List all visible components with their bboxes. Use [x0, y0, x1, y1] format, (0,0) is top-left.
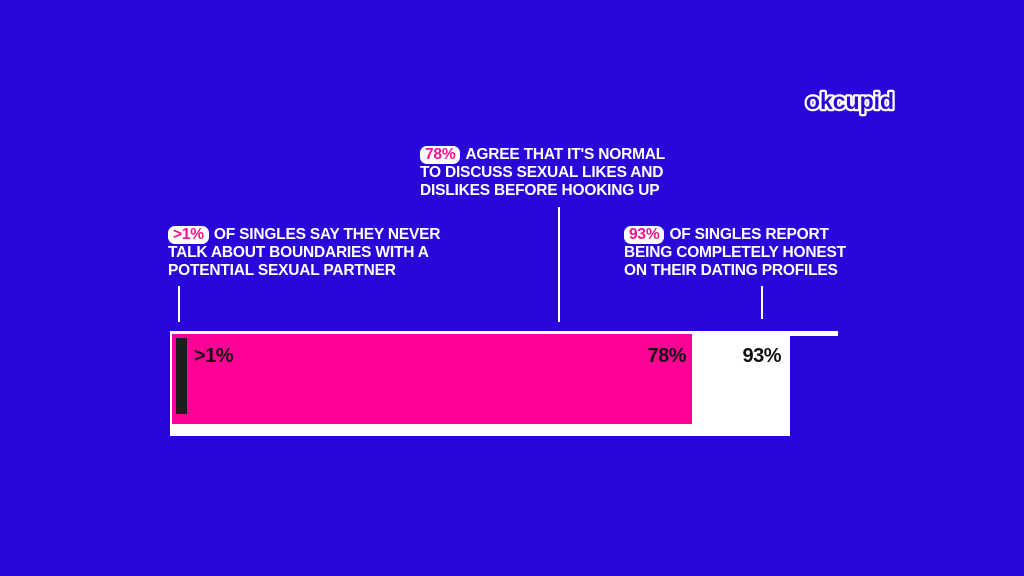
stat-pill-1pct: >1%: [168, 226, 209, 244]
bar-value-label-1pct: >1%: [194, 345, 234, 367]
bar-boundaries-1pct: [176, 338, 187, 414]
annotation-text: ON THEIR DATING PROFILES: [624, 262, 838, 279]
bar-hookup-78: [172, 334, 692, 424]
annotation-text: BEING COMPLETELY HONEST: [624, 244, 846, 261]
okcupid-logo-text: okcupid: [806, 88, 894, 114]
stat-pill-78: 78%: [420, 146, 461, 164]
annotation-text: POTENTIAL SEXUAL PARTNER: [168, 262, 396, 279]
annotation-text: OF SINGLES REPORT: [669, 226, 829, 243]
bar-value-label-93: 93%: [742, 345, 781, 367]
annotation-text: OF SINGLES SAY THEY NEVER: [213, 226, 441, 243]
connector-line-honest: [761, 286, 763, 319]
annotation-honest-93: 93% OF SINGLES REPORT BEING COMPLETELY HO…: [624, 226, 846, 280]
connector-line-boundaries: [178, 286, 180, 322]
annotation-hookup-78: 78% AGREE THAT IT'S NORMAL TO DISCUSS SEX…: [420, 146, 665, 200]
connector-line-hookup: [558, 207, 560, 322]
annotation-boundaries-1pct: >1% OF SINGLES SAY THEY NEVER TALK ABOUT …: [168, 226, 440, 280]
annotation-text: TALK ABOUT BOUNDARIES WITH A: [168, 244, 429, 261]
annotation-line: 78% AGREE THAT IT'S NORMAL: [420, 146, 665, 164]
stat-pill-93: 93%: [624, 226, 665, 244]
annotation-text: AGREE THAT IT'S NORMAL: [465, 146, 666, 163]
okcupid-logo: okcupid: [804, 86, 897, 117]
annotation-text: DISLIKES BEFORE HOOKING UP: [420, 182, 660, 199]
annotation-line: >1% OF SINGLES SAY THEY NEVER: [168, 226, 440, 244]
annotation-line: 93% OF SINGLES REPORT: [624, 226, 846, 244]
annotation-text: TO DISCUSS SEXUAL LIKES AND: [420, 164, 664, 181]
bar-value-label-78: 78%: [647, 345, 686, 367]
